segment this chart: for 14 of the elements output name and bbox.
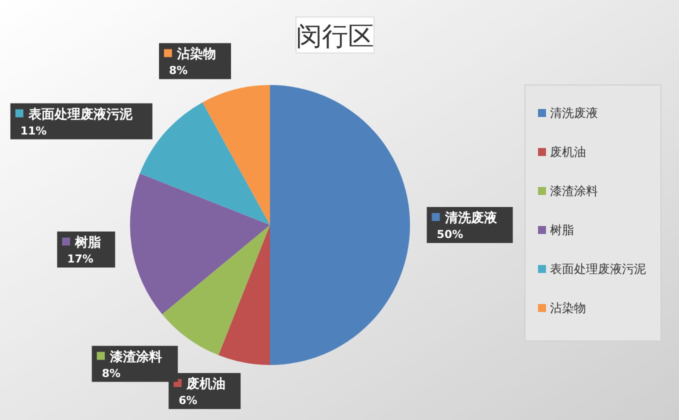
legend-label: 沾染物 [176,46,216,62]
data-label: 8% [102,366,121,380]
data-label: 6% [178,394,198,408]
legend-label: 漆渣涂料 [108,350,162,365]
legend-label: 废机油 [186,376,226,392]
legend-label: 清洗废液 [444,210,498,226]
legend: 清洗废液 废机油 漆渣涂料 树脂 表面处理废液污泥 沾染物 [524,84,662,342]
data-label: 17% [67,252,94,266]
data-label: 50% [436,228,464,241]
legend-label: 表面处理废液污泥 [27,106,134,122]
chart-title: 闵行区 [296,22,374,52]
legend-label: 树脂 [74,236,102,251]
data-label: 11% [20,124,47,138]
data-label: 8% [169,64,188,78]
